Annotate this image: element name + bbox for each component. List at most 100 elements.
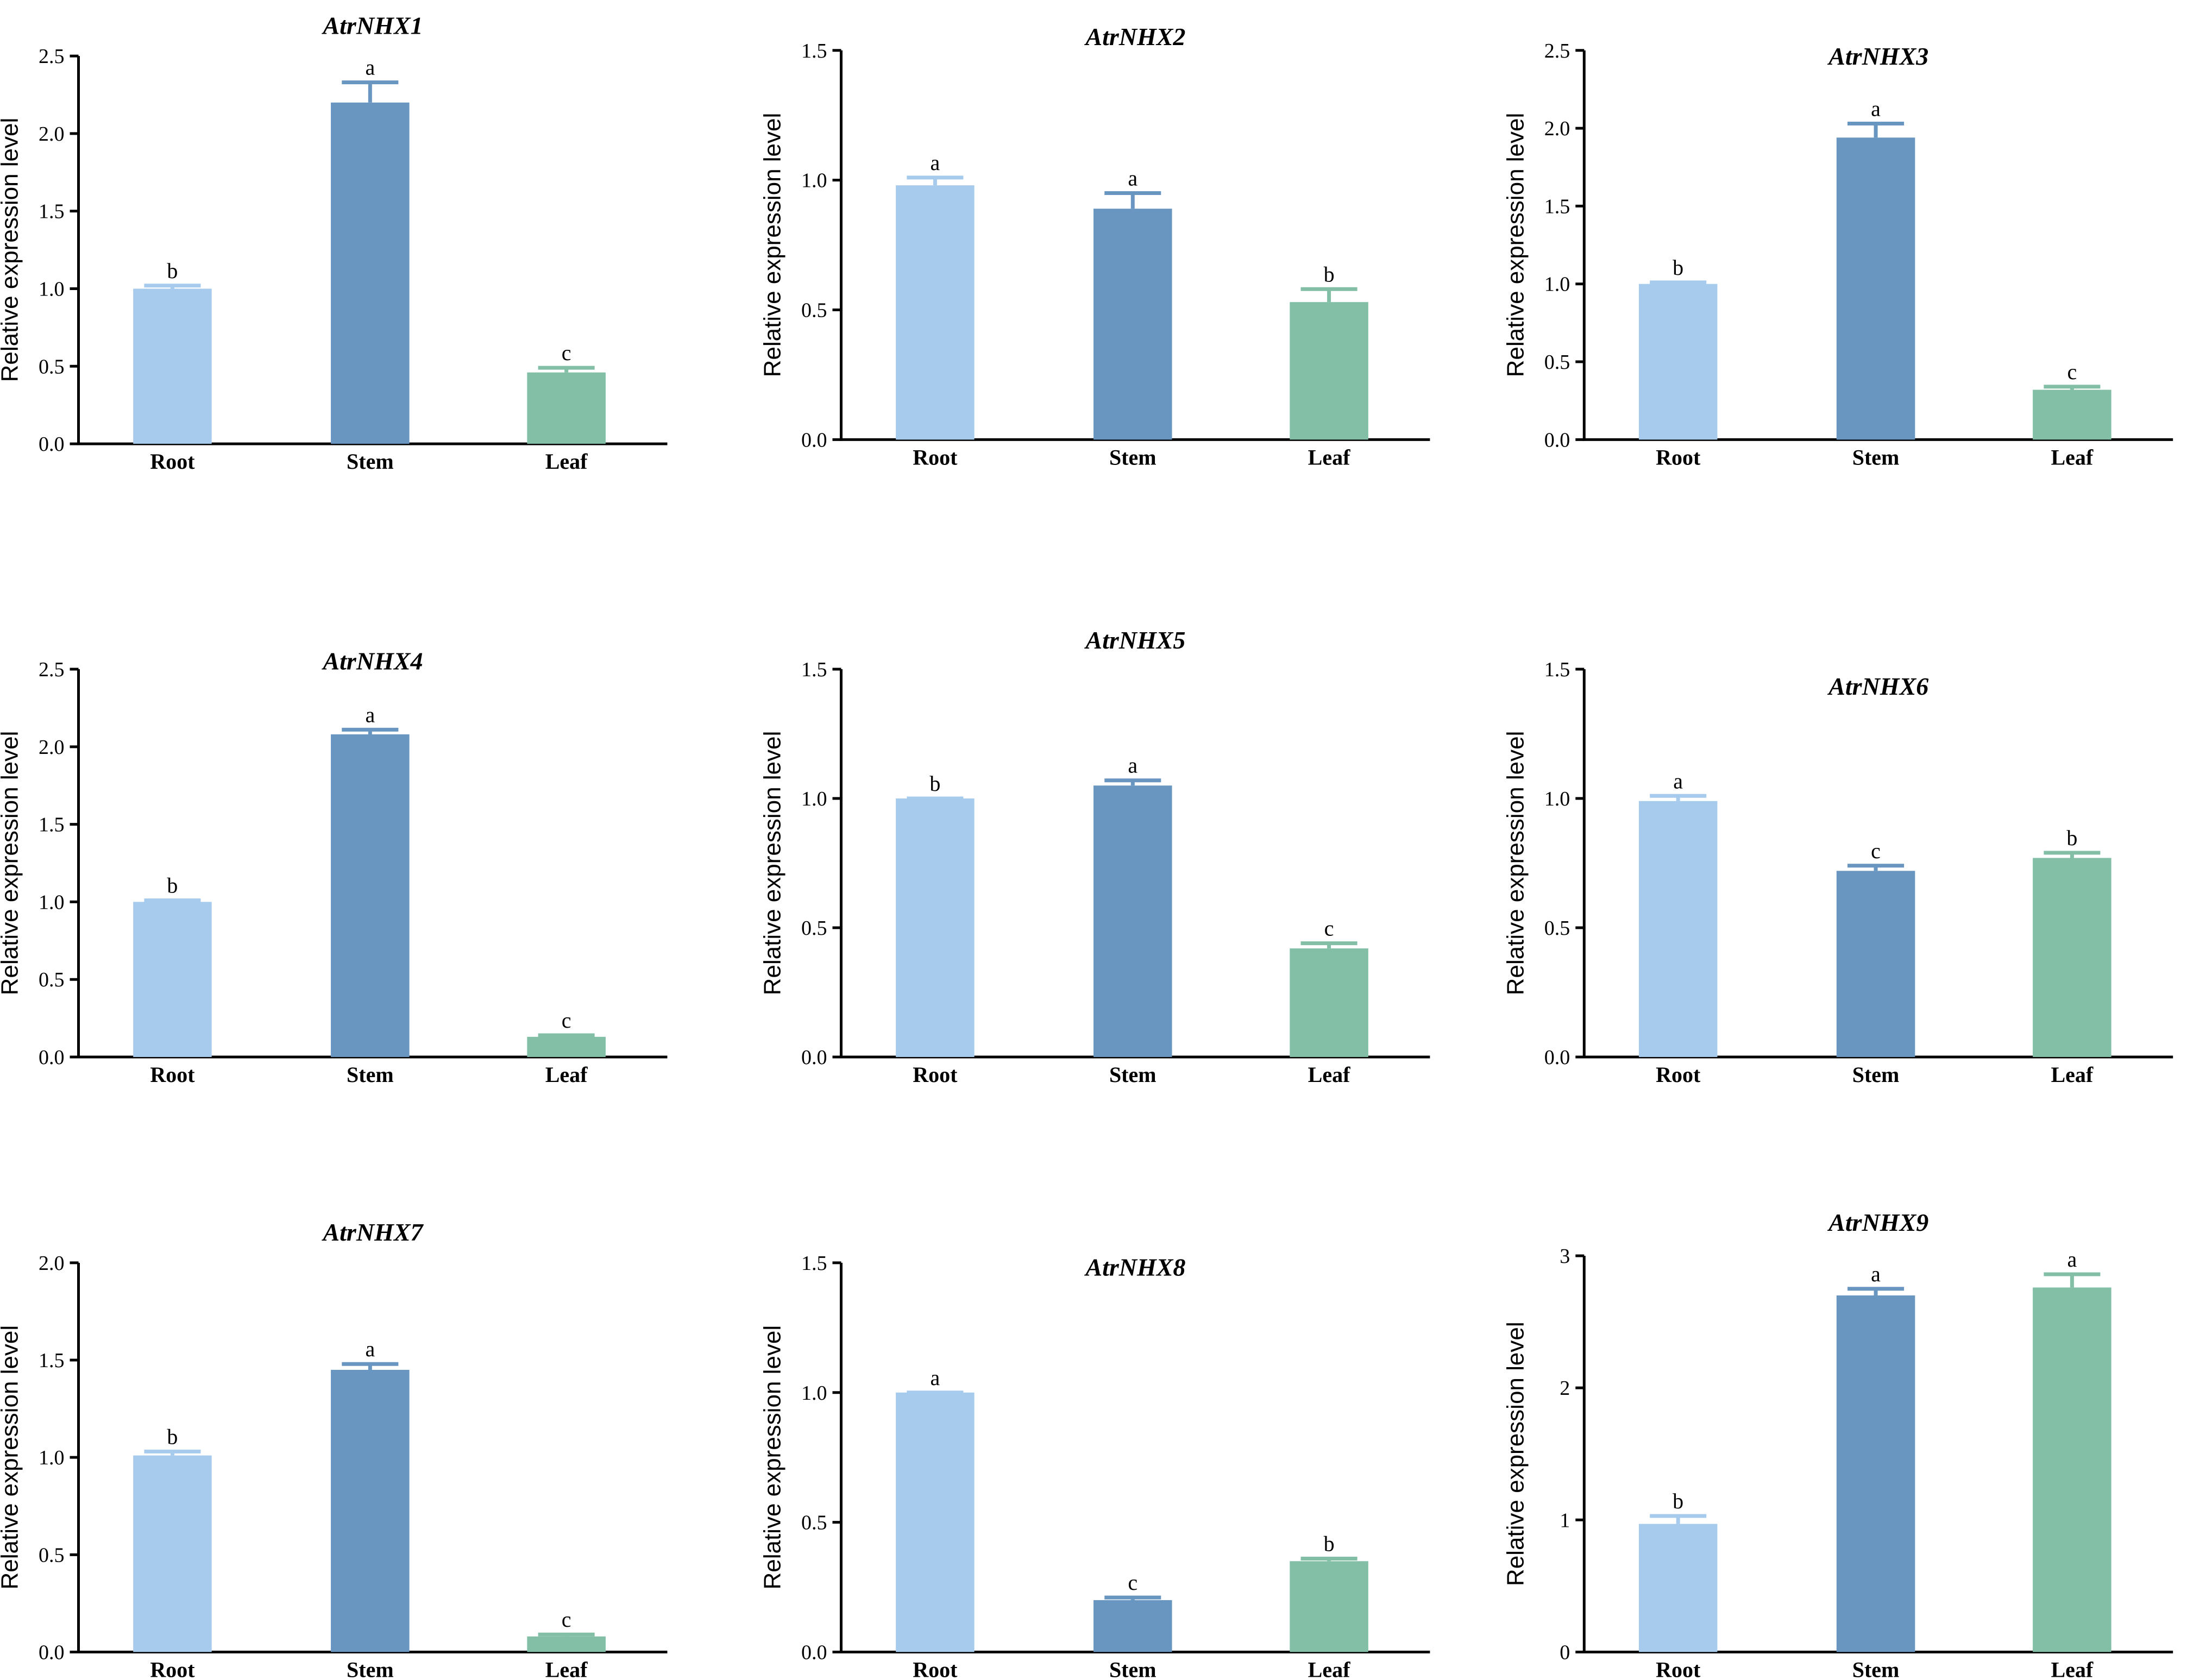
x-tick-label: Leaf bbox=[1308, 1657, 1350, 1680]
chart-title: AtrNHX5 bbox=[1084, 626, 1185, 654]
y-tick-label: 1.0 bbox=[1544, 788, 1570, 810]
x-tick-label: Root bbox=[1656, 1062, 1701, 1087]
significance-letter: b bbox=[929, 771, 940, 796]
y-tick-label: 0.5 bbox=[39, 1544, 65, 1566]
significance-letter: c bbox=[2067, 360, 2077, 384]
y-axis-label: Relative expression level bbox=[759, 113, 785, 377]
significance-letter: b bbox=[2066, 826, 2077, 850]
x-tick-label: Stem bbox=[1852, 1657, 1900, 1680]
bar-leaf[interactable] bbox=[527, 1636, 606, 1652]
x-tick-label: Root bbox=[913, 1657, 958, 1680]
x-tick-label: Stem bbox=[1109, 1657, 1157, 1680]
chart-title: AtrNHX8 bbox=[1084, 1254, 1185, 1281]
significance-letter: b bbox=[167, 1424, 178, 1449]
y-tick-label: 0.0 bbox=[801, 1641, 827, 1664]
bar-root[interactable] bbox=[1638, 801, 1718, 1058]
y-tick-label: 3 bbox=[1560, 1245, 1570, 1268]
bar-leaf[interactable] bbox=[1290, 948, 1368, 1058]
y-tick-label: 1.0 bbox=[801, 1382, 827, 1405]
y-tick-label: 0.5 bbox=[39, 968, 65, 991]
x-tick-label: Leaf bbox=[1308, 1062, 1350, 1087]
bar-root[interactable] bbox=[1638, 284, 1718, 440]
x-tick-label: Root bbox=[1656, 1657, 1701, 1680]
x-tick-label: Stem bbox=[1109, 1062, 1157, 1087]
x-tick-label: Leaf bbox=[1308, 445, 1350, 469]
bar-root[interactable] bbox=[896, 1392, 975, 1652]
significance-letter: a bbox=[930, 150, 940, 175]
bar-stem[interactable] bbox=[1836, 871, 1915, 1058]
bar-stem[interactable] bbox=[1094, 1600, 1172, 1652]
x-tick-label: Stem bbox=[1852, 445, 1900, 469]
bar-stem[interactable] bbox=[1094, 209, 1172, 440]
significance-letter: a bbox=[2067, 1247, 2077, 1272]
chart-title: AtrNHX7 bbox=[321, 1218, 424, 1246]
chart-title: AtrNHX3 bbox=[1827, 42, 1928, 70]
x-tick-label: Stem bbox=[1852, 1062, 1900, 1087]
bar-stem[interactable] bbox=[1836, 1295, 1915, 1652]
y-tick-label: 1.5 bbox=[39, 814, 65, 836]
y-tick-label: 1.5 bbox=[39, 200, 65, 223]
bar-stem[interactable] bbox=[1836, 137, 1915, 440]
y-tick-label: 0.0 bbox=[801, 1046, 827, 1069]
significance-letter: c bbox=[562, 341, 571, 365]
bar-root[interactable] bbox=[133, 1455, 212, 1652]
bar-leaf[interactable] bbox=[2033, 858, 2111, 1058]
y-axis-label: Relative expression level bbox=[0, 1325, 23, 1590]
y-axis-label: Relative expression level bbox=[1502, 113, 1529, 377]
y-tick-label: 2.5 bbox=[39, 658, 65, 681]
x-tick-label: Stem bbox=[347, 449, 394, 474]
y-tick-label: 1.0 bbox=[39, 278, 65, 300]
bar-leaf[interactable] bbox=[2033, 1287, 2111, 1652]
bar-root[interactable] bbox=[1638, 1524, 1718, 1652]
x-tick-label: Root bbox=[913, 445, 958, 469]
bar-stem[interactable] bbox=[331, 1369, 410, 1652]
y-tick-label: 2.0 bbox=[39, 1252, 65, 1275]
bar-stem[interactable] bbox=[1094, 785, 1172, 1058]
y-tick-label: 1.5 bbox=[801, 40, 827, 62]
bar-stem[interactable] bbox=[331, 734, 410, 1058]
bar-root[interactable] bbox=[896, 798, 975, 1058]
chart-title: AtrNHX4 bbox=[321, 647, 423, 675]
significance-letter: b bbox=[167, 873, 178, 898]
x-tick-label: Stem bbox=[1109, 445, 1157, 469]
chart-title: AtrNHX9 bbox=[1827, 1209, 1928, 1236]
x-tick-label: Leaf bbox=[545, 1657, 588, 1680]
significance-letter: c bbox=[1324, 916, 1334, 941]
bar-root[interactable] bbox=[133, 902, 212, 1058]
bar-leaf[interactable] bbox=[1290, 302, 1368, 440]
bar-leaf[interactable] bbox=[2033, 389, 2111, 440]
bar-root[interactable] bbox=[896, 185, 975, 440]
significance-letter: a bbox=[1128, 166, 1138, 191]
y-tick-label: 0.0 bbox=[39, 1641, 65, 1664]
bar-leaf[interactable] bbox=[1290, 1561, 1368, 1652]
x-tick-label: Stem bbox=[347, 1062, 394, 1087]
y-tick-label: 1.0 bbox=[39, 891, 65, 914]
chart-title: AtrNHX6 bbox=[1827, 672, 1928, 700]
bar-leaf[interactable] bbox=[527, 372, 606, 444]
x-tick-label: Root bbox=[150, 449, 195, 474]
bar-stem[interactable] bbox=[331, 102, 410, 444]
significance-letter: a bbox=[1128, 753, 1138, 778]
bar-leaf[interactable] bbox=[527, 1036, 606, 1058]
y-tick-label: 0.0 bbox=[801, 429, 827, 451]
y-tick-label: 2.0 bbox=[39, 736, 65, 759]
y-axis-label: Relative expression level bbox=[759, 1325, 785, 1590]
significance-letter: b bbox=[1673, 255, 1683, 280]
significance-letter: a bbox=[1871, 97, 1881, 121]
y-tick-label: 1.0 bbox=[39, 1446, 65, 1469]
y-tick-label: 1.0 bbox=[1544, 273, 1570, 296]
y-tick-label: 0.5 bbox=[39, 355, 65, 378]
significance-letter: a bbox=[365, 1337, 375, 1361]
x-tick-label: Leaf bbox=[2051, 1062, 2093, 1087]
bar-root[interactable] bbox=[133, 288, 212, 444]
y-tick-label: 0.5 bbox=[801, 299, 827, 322]
y-tick-label: 1.0 bbox=[801, 169, 827, 192]
significance-letter: a bbox=[365, 55, 375, 80]
y-tick-label: 0.5 bbox=[801, 1512, 827, 1534]
